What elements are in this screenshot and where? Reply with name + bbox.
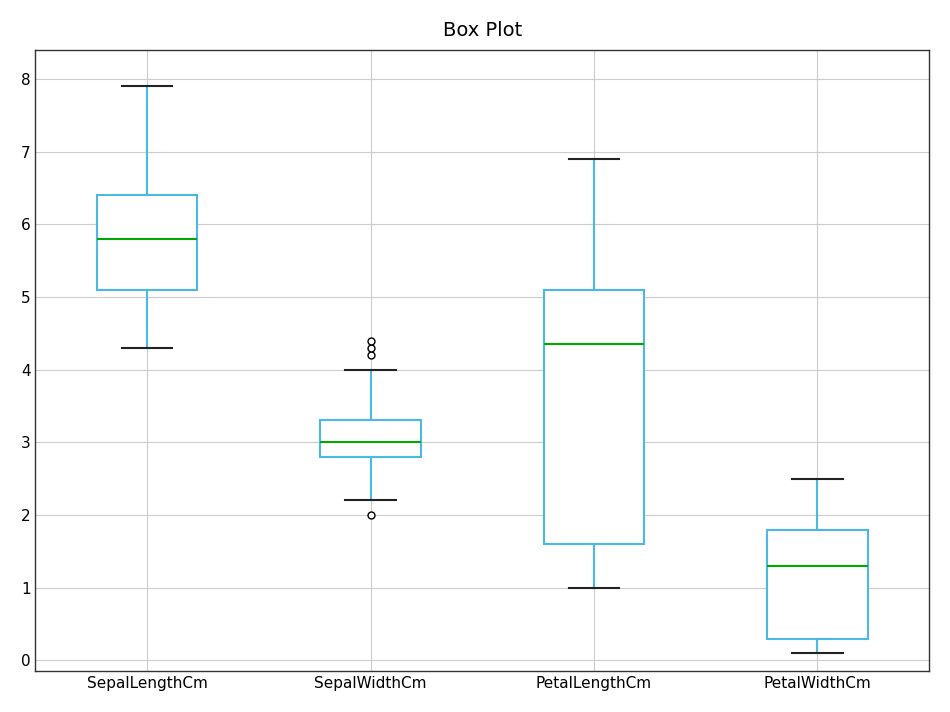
- PathPatch shape: [768, 530, 867, 639]
- PathPatch shape: [320, 421, 421, 457]
- Title: Box Plot: Box Plot: [443, 21, 522, 40]
- PathPatch shape: [543, 290, 644, 544]
- PathPatch shape: [97, 195, 198, 290]
